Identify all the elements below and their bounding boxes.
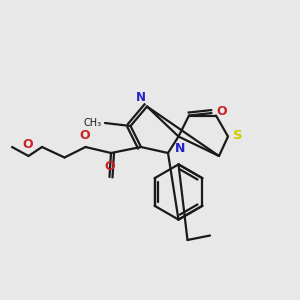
- Text: CH₃: CH₃: [83, 118, 101, 128]
- Text: N: N: [136, 91, 146, 104]
- Text: O: O: [216, 105, 226, 118]
- Text: O: O: [104, 160, 115, 172]
- Text: N: N: [175, 142, 185, 155]
- Text: S: S: [232, 129, 242, 142]
- Text: O: O: [79, 129, 90, 142]
- Text: O: O: [22, 138, 33, 151]
